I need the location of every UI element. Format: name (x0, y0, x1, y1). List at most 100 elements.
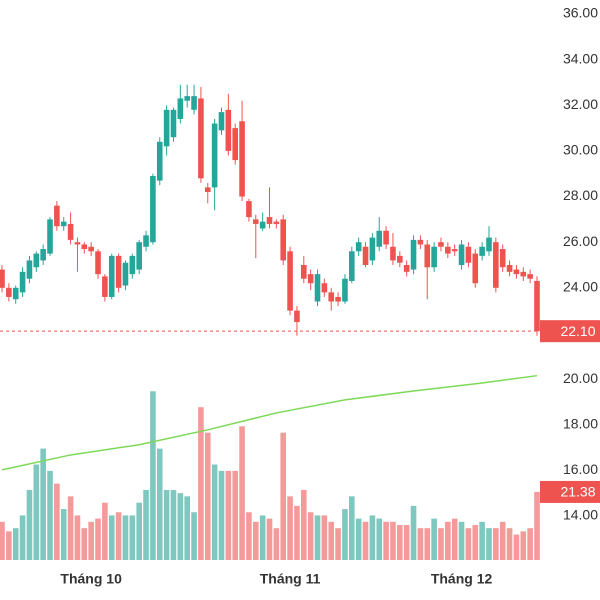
volume-bar (486, 528, 492, 560)
volume-bar (314, 515, 321, 560)
y-tick-label: 14.00 (563, 507, 598, 523)
volume-bar (0, 521, 5, 560)
volume-bar (369, 515, 376, 560)
candle-body (246, 201, 252, 218)
volume-bar (410, 505, 417, 560)
candle-body (451, 249, 458, 252)
volume-bar (266, 518, 273, 560)
volume-bar (431, 518, 437, 560)
candle-body (410, 239, 417, 270)
candle-body (383, 230, 389, 245)
candle-body (26, 260, 33, 279)
y-tick-label: 28.00 (563, 187, 598, 203)
candle-body (163, 109, 170, 147)
volume-bar (328, 521, 335, 560)
volume-bar (108, 515, 115, 560)
candle-body (506, 265, 513, 272)
volume-bar (527, 528, 533, 560)
y-tick-label: 24.00 (563, 279, 598, 295)
candle-body (67, 223, 74, 240)
volume-bar (12, 528, 19, 560)
candle-body (403, 265, 410, 272)
candle-body (129, 255, 136, 275)
volume-bar (534, 491, 540, 560)
candle-body (81, 244, 88, 250)
volume-bar (300, 489, 307, 560)
volume-bar (424, 528, 431, 560)
candle-body (486, 237, 492, 252)
volume-bar (273, 528, 280, 560)
volume-bar (403, 524, 410, 560)
candle-body (307, 274, 314, 284)
candle-body (424, 244, 431, 268)
volume-bar (67, 496, 74, 560)
y-tick-label: 26.00 (563, 233, 598, 249)
candle-body (321, 283, 328, 293)
candle-body (177, 98, 184, 119)
volume-bar (211, 464, 218, 560)
candle-body (60, 221, 67, 227)
moving-average-line (1, 374, 538, 471)
volume-bar (156, 448, 163, 560)
candle-body (143, 235, 149, 247)
volume-bar (472, 524, 479, 560)
candle-body (438, 242, 444, 247)
volume-bar (451, 518, 458, 560)
candle-body (355, 242, 362, 252)
candle-body (527, 274, 533, 279)
candle-body (0, 269, 5, 288)
volume-bar (232, 470, 239, 560)
candle-body (349, 251, 355, 281)
volume-bar (287, 496, 293, 560)
volume-bar (465, 528, 472, 560)
volume-bar (458, 521, 465, 560)
candle-body (122, 262, 129, 286)
candle-body (369, 237, 376, 261)
candle-body (156, 141, 163, 181)
volume-bar (198, 407, 204, 560)
volume-bar (129, 515, 136, 560)
volume-bar (246, 512, 252, 560)
volume-bar (506, 528, 513, 560)
volume-bar (143, 489, 149, 560)
candle-body (108, 255, 115, 297)
candle-body (465, 246, 472, 263)
candle-body (12, 287, 19, 300)
candle-body (33, 253, 40, 268)
candle-body (252, 219, 259, 224)
candle-body (259, 221, 266, 229)
volume-bar (163, 489, 170, 560)
volume-bar (362, 521, 369, 560)
candle-body (198, 98, 204, 179)
candle-body (390, 246, 396, 261)
y-tick-label: 36.00 (563, 5, 598, 21)
volume-bar (383, 521, 389, 560)
volume-bar (74, 515, 81, 560)
volume-bar (355, 518, 362, 560)
volume-bar (102, 502, 108, 560)
last-volume-tag (540, 480, 600, 503)
volume-bar (122, 515, 129, 560)
volume-bar (170, 489, 177, 560)
volume-bar (417, 528, 424, 560)
candle-body (280, 219, 287, 261)
y-tick-label: 34.00 (563, 50, 598, 66)
volume-bar (520, 531, 527, 560)
candle-body (376, 230, 383, 247)
candle-body (47, 219, 53, 254)
candle-body (74, 242, 81, 245)
candle-body (314, 274, 321, 302)
volume-bar (60, 509, 67, 560)
candle-body (534, 280, 540, 332)
candle-body (499, 249, 506, 268)
volume-bar (33, 464, 40, 560)
candle-body (342, 278, 348, 302)
candle-body (335, 296, 341, 302)
candle-body (397, 255, 403, 263)
candle-body (362, 246, 369, 265)
candle-body (273, 221, 280, 224)
candle-body (232, 128, 239, 161)
candle-body (204, 187, 211, 192)
candle-body (239, 121, 245, 197)
